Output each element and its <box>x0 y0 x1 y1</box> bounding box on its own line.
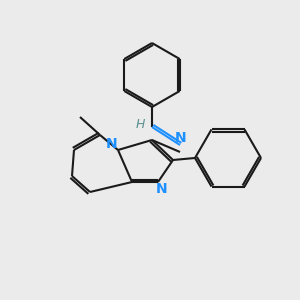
Text: N: N <box>175 131 187 145</box>
Text: N: N <box>106 137 118 151</box>
Text: H: H <box>135 118 145 130</box>
Text: N: N <box>156 182 168 196</box>
